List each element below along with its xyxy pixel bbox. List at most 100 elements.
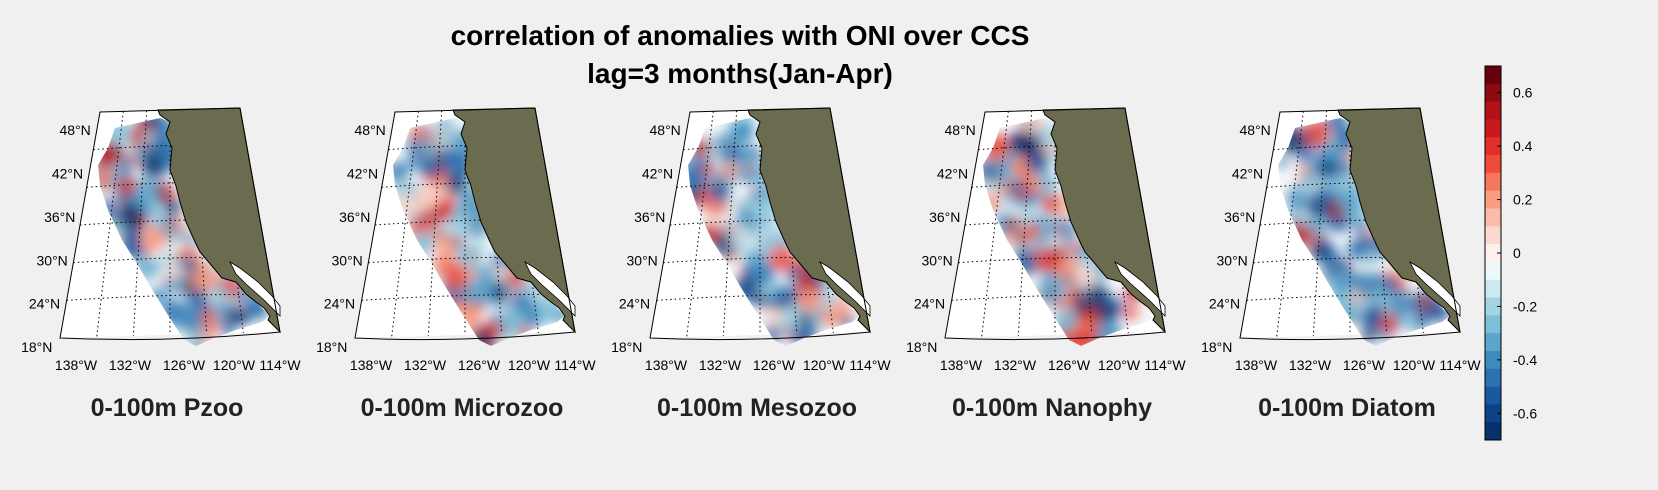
colorbar-swatch	[1485, 261, 1501, 281]
lon-tick-label: 120°W	[1098, 357, 1141, 373]
lat-tick-label: 30°N	[1217, 252, 1248, 268]
colorbar-tick-label: 0	[1513, 245, 1521, 261]
colorbar: 0.6 0.4 0.2 0 -0.2 -0.4 -0.6	[1484, 65, 1537, 441]
colorbar-tick-label: -0.4	[1513, 352, 1537, 368]
colorbar-swatch	[1485, 404, 1501, 423]
colorbar-swatch	[1485, 101, 1501, 120]
chart-subtitle: lag=3 months(Jan-Apr)	[587, 58, 893, 89]
lon-tick-label: 120°W	[213, 357, 256, 373]
lon-tick-label: 132°W	[109, 357, 152, 373]
lat-tick-label: 18°N	[611, 339, 642, 355]
lat-tick-label: 24°N	[914, 296, 945, 312]
lon-tick-label: 138°W	[1235, 357, 1278, 373]
lat-tick-label: 30°N	[332, 252, 363, 268]
lat-tick-label: 36°N	[339, 209, 370, 225]
lat-tick-label: 36°N	[634, 209, 665, 225]
colorbar-swatch	[1485, 350, 1501, 370]
lat-tick-label: 36°N	[44, 209, 75, 225]
lon-tick-label: 126°W	[458, 357, 501, 373]
gulf-of-california	[524, 260, 576, 317]
colorbar-tick-label: 0.4	[1513, 138, 1533, 154]
panel-title: 0-100m Microzoo	[361, 394, 564, 422]
lon-tick-label: 126°W	[1343, 357, 1386, 373]
colorbar-swatch	[1485, 315, 1501, 334]
colorbar-swatch	[1485, 368, 1501, 387]
lat-tick-label: 42°N	[347, 166, 378, 182]
colorbar-swatch	[1485, 279, 1501, 298]
lat-tick-label: 30°N	[922, 252, 953, 268]
lat-tick-label: 18°N	[316, 339, 347, 355]
panel-title: 0-100m Nanophy	[952, 394, 1152, 422]
panel-title: 0-100m Pzoo	[91, 394, 244, 422]
gulf-of-california	[1409, 260, 1461, 317]
colorbar-swatch	[1485, 155, 1501, 174]
colorbar-swatch	[1485, 386, 1501, 405]
lon-tick-label: 132°W	[994, 357, 1037, 373]
panel-title: 0-100m Diatom	[1258, 394, 1436, 422]
lat-tick-label: 42°N	[937, 166, 968, 182]
lon-tick-label: 114°W	[259, 357, 301, 373]
colorbar-swatch	[1485, 244, 1501, 263]
lat-tick-label: 24°N	[619, 296, 650, 312]
lat-tick-label: 24°N	[1209, 296, 1240, 312]
lat-tick-label: 36°N	[1224, 209, 1255, 225]
lat-tick-label: 24°N	[29, 296, 60, 312]
colorbar-swatch	[1485, 172, 1501, 192]
lon-tick-label: 126°W	[1048, 357, 1091, 373]
lat-tick-label: 48°N	[60, 122, 91, 138]
colorbar-swatch	[1485, 226, 1501, 245]
lon-tick-label: 126°W	[753, 357, 796, 373]
colorbar-swatch	[1485, 333, 1501, 352]
colorbar-tick-label: -0.2	[1513, 298, 1537, 314]
lon-tick-label: 138°W	[940, 357, 983, 373]
colorbar-tick-label: -0.6	[1513, 405, 1537, 421]
lat-tick-label: 48°N	[1240, 122, 1271, 138]
gulf-of-california	[229, 260, 281, 317]
colorbar-swatch	[1485, 119, 1501, 138]
lon-tick-label: 114°W	[849, 357, 891, 373]
lat-tick-label: 30°N	[627, 252, 658, 268]
lon-tick-label: 114°W	[1144, 357, 1186, 373]
chart-title: correlation of anomalies with ONI over C…	[450, 20, 1030, 51]
map-frame	[59, 107, 281, 341]
lat-tick-label: 18°N	[21, 339, 52, 355]
colorbar-tick-label: 0.2	[1513, 192, 1533, 208]
colorbar-swatch	[1485, 66, 1501, 85]
lon-tick-label: 132°W	[699, 357, 742, 373]
lon-tick-label: 114°W	[1439, 357, 1481, 373]
lat-tick-label: 42°N	[1232, 166, 1263, 182]
map-frame	[354, 107, 576, 341]
colorbar-swatch	[1485, 297, 1501, 316]
lat-tick-label: 48°N	[945, 122, 976, 138]
colorbar-swatch	[1485, 422, 1501, 441]
colorbar-swatch	[1485, 137, 1501, 156]
gulf-of-california	[1114, 260, 1166, 317]
colorbar-swatch	[1485, 83, 1501, 103]
lat-tick-label: 30°N	[37, 252, 68, 268]
lon-tick-label: 120°W	[1393, 357, 1436, 373]
lon-tick-label: 120°W	[508, 357, 551, 373]
lat-tick-label: 48°N	[650, 122, 681, 138]
lon-tick-label: 138°W	[55, 357, 98, 373]
lat-tick-label: 18°N	[1201, 339, 1232, 355]
lat-tick-label: 36°N	[929, 209, 960, 225]
lon-tick-label: 120°W	[803, 357, 846, 373]
map-frame	[1239, 107, 1461, 341]
colorbar-tick-label: 0.6	[1513, 85, 1533, 101]
lon-tick-label: 132°W	[1289, 357, 1332, 373]
lon-tick-label: 114°W	[554, 357, 596, 373]
lat-tick-label: 18°N	[906, 339, 937, 355]
lat-tick-label: 42°N	[52, 166, 83, 182]
lon-tick-label: 132°W	[404, 357, 447, 373]
lon-tick-label: 138°W	[645, 357, 688, 373]
lon-tick-label: 126°W	[163, 357, 206, 373]
lon-tick-label: 138°W	[350, 357, 393, 373]
map-frame	[649, 107, 871, 341]
lat-tick-label: 48°N	[355, 122, 386, 138]
colorbar-swatch	[1485, 208, 1501, 227]
